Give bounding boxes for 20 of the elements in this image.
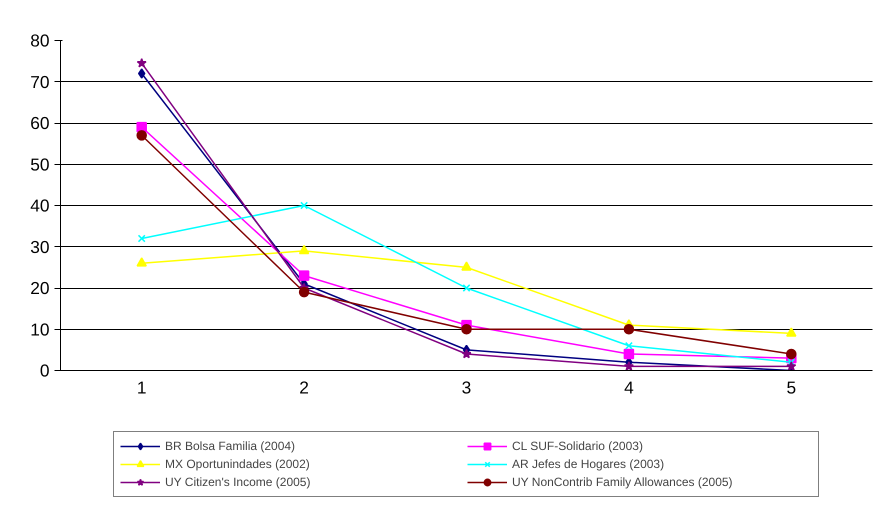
legend-label: BR Bolsa Familia (2004) — [165, 438, 296, 454]
y-tick-label: 30 — [30, 236, 50, 257]
y-tick-label: 80 — [30, 30, 50, 50]
legend-label: AR Jefes de Hogares (2003) — [512, 456, 666, 472]
legend-label: UY NonContrib Family Allowances (2005) — [512, 474, 734, 490]
x-tick-label: 1 — [136, 378, 147, 398]
x-tick-label: 5 — [786, 378, 796, 398]
y-tick-label: 60 — [30, 113, 50, 133]
y-tick-label: 50 — [30, 154, 50, 174]
y-tick-label: 0 — [40, 360, 50, 380]
legend-label: MX Oportunindades (2002) — [165, 456, 311, 472]
x-tick-label: 4 — [624, 378, 634, 398]
x-tick-label: 2 — [299, 378, 309, 398]
y-tick-label: 20 — [30, 278, 50, 298]
y-tick-label: 70 — [30, 72, 50, 92]
y-tick-label: 40 — [30, 196, 50, 216]
legend-label: UY Citizen's Income (2005) — [165, 474, 312, 490]
x-tick-label: 3 — [462, 378, 472, 398]
y-tick-label: 10 — [30, 319, 50, 340]
legend-label: CL SUF-Solidario (2003) — [512, 438, 644, 454]
